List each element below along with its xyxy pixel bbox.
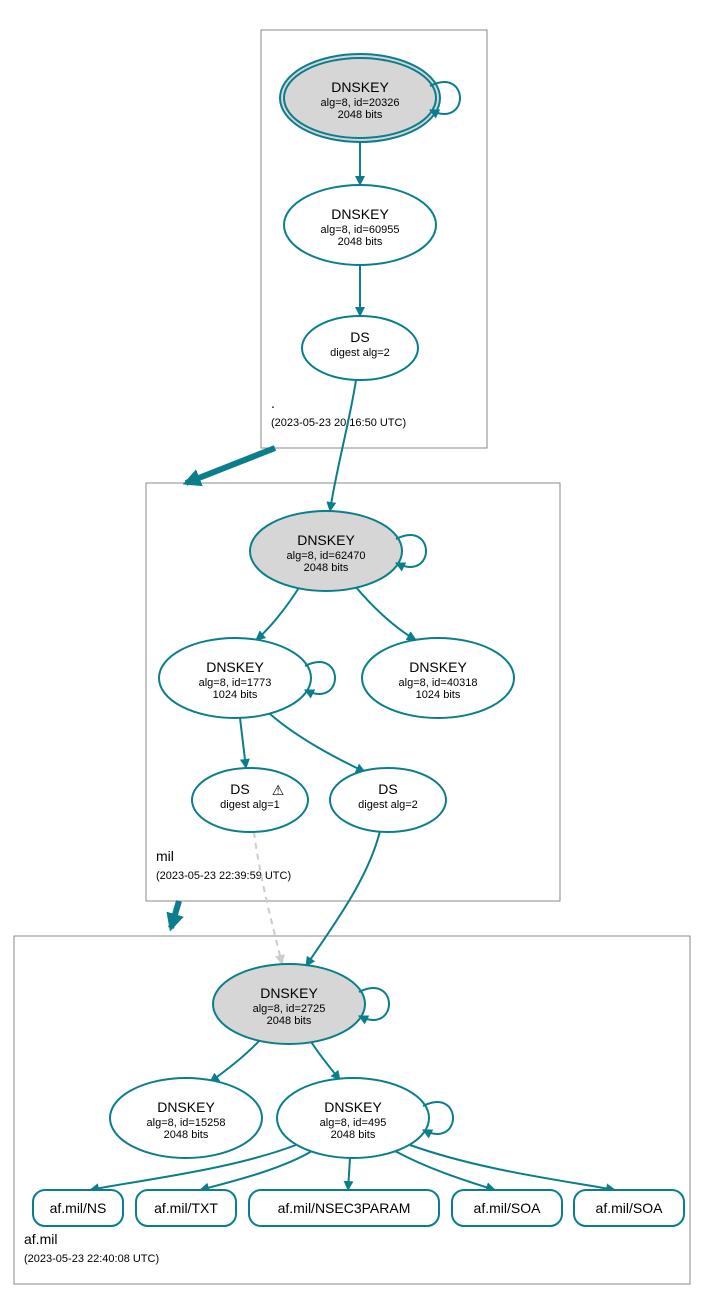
node-root_ds: DS digest alg=2 [302,316,418,380]
node-af_ksk: DNSKEY alg=8, id=27252048 bits [213,964,389,1044]
node-sub2: 2048 bits [338,236,383,248]
rrset-label: af.mil/TXT [154,1200,218,1216]
node-title: DNSKEY [331,206,389,222]
node-mil_ds2: DS digest alg=2 [330,768,446,832]
edge [270,714,365,772]
node-sub1: alg=8, id=40318 [399,677,478,689]
zone-timestamp: (2023-05-23 22:39:59 UTC) [156,870,291,882]
warning-icon: ⚠ [272,782,285,798]
node-sub1: digest alg=2 [358,799,418,811]
rrset-label: af.mil/NS [50,1200,107,1216]
node-sub1: alg=8, id=1773 [199,677,272,689]
node-sub2: 2048 bits [267,1015,312,1027]
node-title: DNSKEY [157,1099,215,1115]
node-title: DS [378,781,397,797]
zone-arrow [186,448,275,483]
edge [310,1040,340,1080]
zone-name: . [271,395,275,411]
node-sub1: alg=8, id=20326 [321,97,400,109]
rrset-label: af.mil/SOA [596,1200,664,1216]
zone-name: mil [156,848,174,864]
node-title: DNSKEY [409,659,467,675]
node-sub2: 1024 bits [213,689,258,701]
node-sub2: 1024 bits [416,689,461,701]
node-title: DS [350,329,369,345]
edge [240,718,246,768]
node-root_ksk: DNSKEY alg=8, id=203262048 bits [280,54,460,142]
edge [355,586,416,640]
node-sub1: alg=8, id=60955 [321,224,400,236]
node-sub2: 2048 bits [338,109,383,121]
node-mil_zsk2: DNSKEY alg=8, id=403181024 bits [362,638,514,718]
node-af_zsk2: DNSKEY alg=8, id=4952048 bits [277,1078,453,1158]
node-root_zsk: DNSKEY alg=8, id=609552048 bits [284,185,436,265]
zone-arrow [171,901,179,928]
node-sub2: 2048 bits [164,1129,209,1141]
node-sub1: alg=8, id=495 [320,1117,387,1129]
rrset-label: af.mil/SOA [474,1200,542,1216]
node-title: DNSKEY [260,985,318,1001]
zone-timestamp: (2023-05-23 20:16:50 UTC) [271,417,406,429]
edge [330,380,356,511]
node-sub2: 2048 bits [331,1129,376,1141]
node-sub1: alg=8, id=2725 [253,1003,326,1015]
node-title: DNSKEY [206,659,264,675]
node-sub2: 2048 bits [304,562,349,574]
edge [256,586,300,640]
node-mil_ksk: DNSKEY alg=8, id=624702048 bits [250,511,426,591]
edge [210,1040,260,1082]
node-mil_zsk1: DNSKEY alg=8, id=17731024 bits [159,638,335,718]
zone-timestamp: (2023-05-23 22:40:08 UTC) [24,1253,159,1265]
zone-name: af.mil [24,1231,57,1247]
edge [410,1145,615,1190]
rrset-label: af.mil/NSEC3PARAM [278,1200,411,1216]
node-sub1: alg=8, id=62470 [287,550,366,562]
node-sub1: digest alg=2 [330,347,390,359]
edge [348,1158,350,1190]
node-mil_ds1: DS ⚠digest alg=1 [192,768,308,832]
node-sub1: digest alg=1 [220,799,280,811]
node-title: DS [230,781,249,797]
edge [254,832,282,964]
edge [306,831,380,966]
node-af_zsk1: DNSKEY alg=8, id=152582048 bits [110,1078,262,1158]
node-title: DNSKEY [297,532,355,548]
node-title: DNSKEY [331,79,389,95]
node-sub1: alg=8, id=15258 [147,1117,226,1129]
node-title: DNSKEY [324,1099,382,1115]
